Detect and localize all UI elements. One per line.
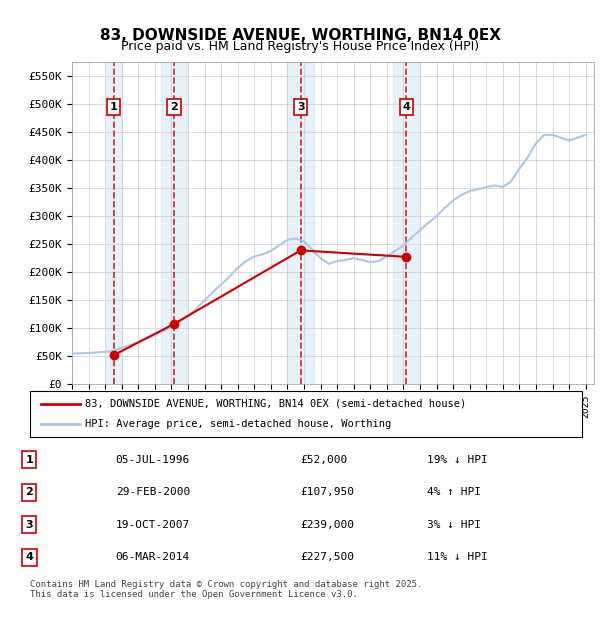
Text: 1: 1 bbox=[25, 454, 33, 465]
Text: 4: 4 bbox=[25, 552, 33, 562]
Text: 06-MAR-2014: 06-MAR-2014 bbox=[116, 552, 190, 562]
Bar bbox=[72, 62, 106, 384]
FancyBboxPatch shape bbox=[30, 391, 582, 437]
Bar bbox=[161, 62, 187, 384]
Text: £52,000: £52,000 bbox=[300, 454, 347, 465]
Bar bbox=[106, 62, 122, 384]
Text: £239,000: £239,000 bbox=[300, 520, 354, 530]
Text: £227,500: £227,500 bbox=[300, 552, 354, 562]
Text: 2: 2 bbox=[25, 487, 33, 497]
Text: Price paid vs. HM Land Registry's House Price Index (HPI): Price paid vs. HM Land Registry's House … bbox=[121, 40, 479, 53]
Text: 29-FEB-2000: 29-FEB-2000 bbox=[116, 487, 190, 497]
Text: 83, DOWNSIDE AVENUE, WORTHING, BN14 0EX: 83, DOWNSIDE AVENUE, WORTHING, BN14 0EX bbox=[100, 28, 500, 43]
Text: 4: 4 bbox=[403, 102, 410, 112]
Text: 83, DOWNSIDE AVENUE, WORTHING, BN14 0EX (semi-detached house): 83, DOWNSIDE AVENUE, WORTHING, BN14 0EX … bbox=[85, 399, 466, 409]
Bar bbox=[287, 62, 314, 384]
Text: 11% ↓ HPI: 11% ↓ HPI bbox=[427, 552, 487, 562]
Text: 3% ↓ HPI: 3% ↓ HPI bbox=[427, 520, 481, 530]
Text: 3: 3 bbox=[25, 520, 33, 530]
Text: 05-JUL-1996: 05-JUL-1996 bbox=[116, 454, 190, 465]
Text: Contains HM Land Registry data © Crown copyright and database right 2025.
This d: Contains HM Land Registry data © Crown c… bbox=[30, 580, 422, 599]
Text: 2: 2 bbox=[170, 102, 178, 112]
Text: £107,950: £107,950 bbox=[300, 487, 354, 497]
Text: 19% ↓ HPI: 19% ↓ HPI bbox=[427, 454, 487, 465]
Text: HPI: Average price, semi-detached house, Worthing: HPI: Average price, semi-detached house,… bbox=[85, 419, 391, 429]
Text: 3: 3 bbox=[297, 102, 304, 112]
Text: 1: 1 bbox=[110, 102, 118, 112]
Text: 19-OCT-2007: 19-OCT-2007 bbox=[116, 520, 190, 530]
Text: 4% ↑ HPI: 4% ↑ HPI bbox=[427, 487, 481, 497]
Bar bbox=[393, 62, 419, 384]
